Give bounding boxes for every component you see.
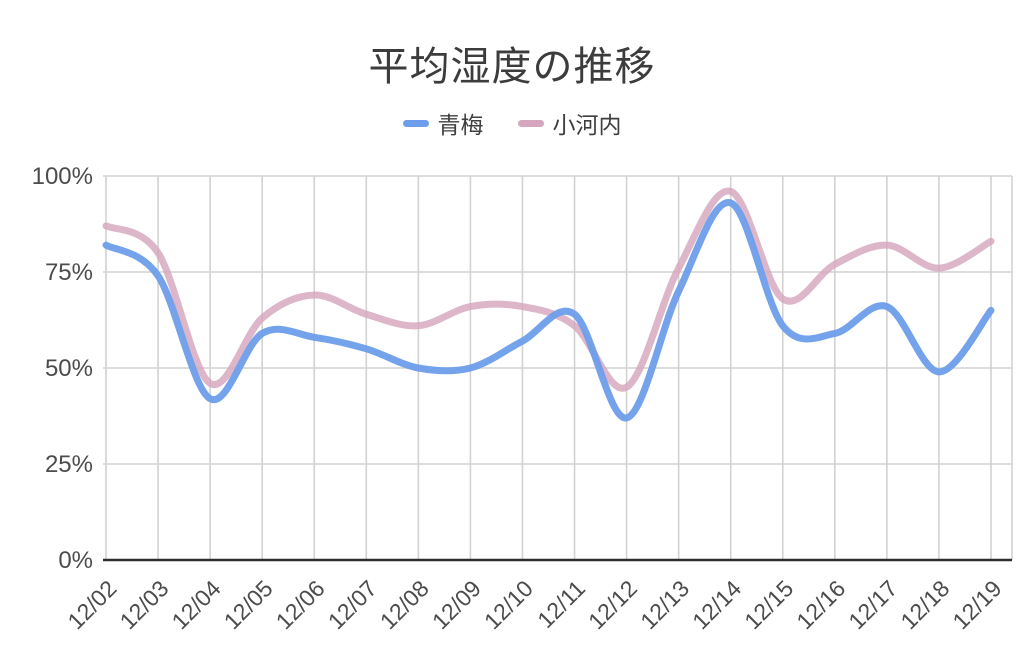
legend-label-1: 小河内 (552, 112, 622, 138)
x-tick-label: 12/19 (947, 575, 1006, 634)
legend-item-oume: 青梅 (402, 106, 484, 140)
x-tick-label: 12/13 (635, 575, 694, 634)
legend-item-ogouchi: 小河内 (517, 106, 622, 140)
chart-legend: 青梅 小河内 (0, 106, 1024, 140)
y-tick-label: 50% (45, 355, 93, 382)
y-tick-label: 100% (32, 163, 93, 190)
legend-swatch-0 (402, 119, 429, 127)
x-tick-label: 12/11 (532, 575, 590, 633)
legend-label-0: 青梅 (437, 112, 484, 138)
y-tick-label: 25% (45, 451, 93, 478)
x-tick-label: 12/16 (791, 575, 850, 634)
x-tick-label: 12/07 (323, 575, 382, 634)
y-tick-label: 0% (58, 547, 93, 574)
y-tick-label: 75% (45, 259, 93, 286)
x-tick-label: 12/08 (375, 575, 434, 634)
series-line-0 (102, 199, 995, 422)
x-tick-label: 12/09 (427, 575, 486, 634)
x-tick-label: 12/10 (479, 575, 538, 634)
series-line-1 (102, 187, 995, 392)
legend-swatch-1 (517, 119, 544, 127)
x-tick-label: 12/02 (62, 575, 121, 634)
chart-title: 平均湿度の推移 (368, 45, 656, 89)
x-tick-label: 12/04 (167, 575, 226, 634)
x-tick-label: 12/18 (895, 575, 954, 634)
x-tick-label: 12/03 (115, 575, 174, 634)
x-tick-label: 12/12 (583, 575, 642, 634)
x-tick-label: 12/14 (687, 575, 746, 634)
x-tick-label: 12/05 (219, 575, 278, 634)
x-tick-label: 12/17 (843, 575, 902, 634)
x-tick-label: 12/15 (739, 575, 798, 634)
x-tick-label: 12/06 (271, 575, 330, 634)
